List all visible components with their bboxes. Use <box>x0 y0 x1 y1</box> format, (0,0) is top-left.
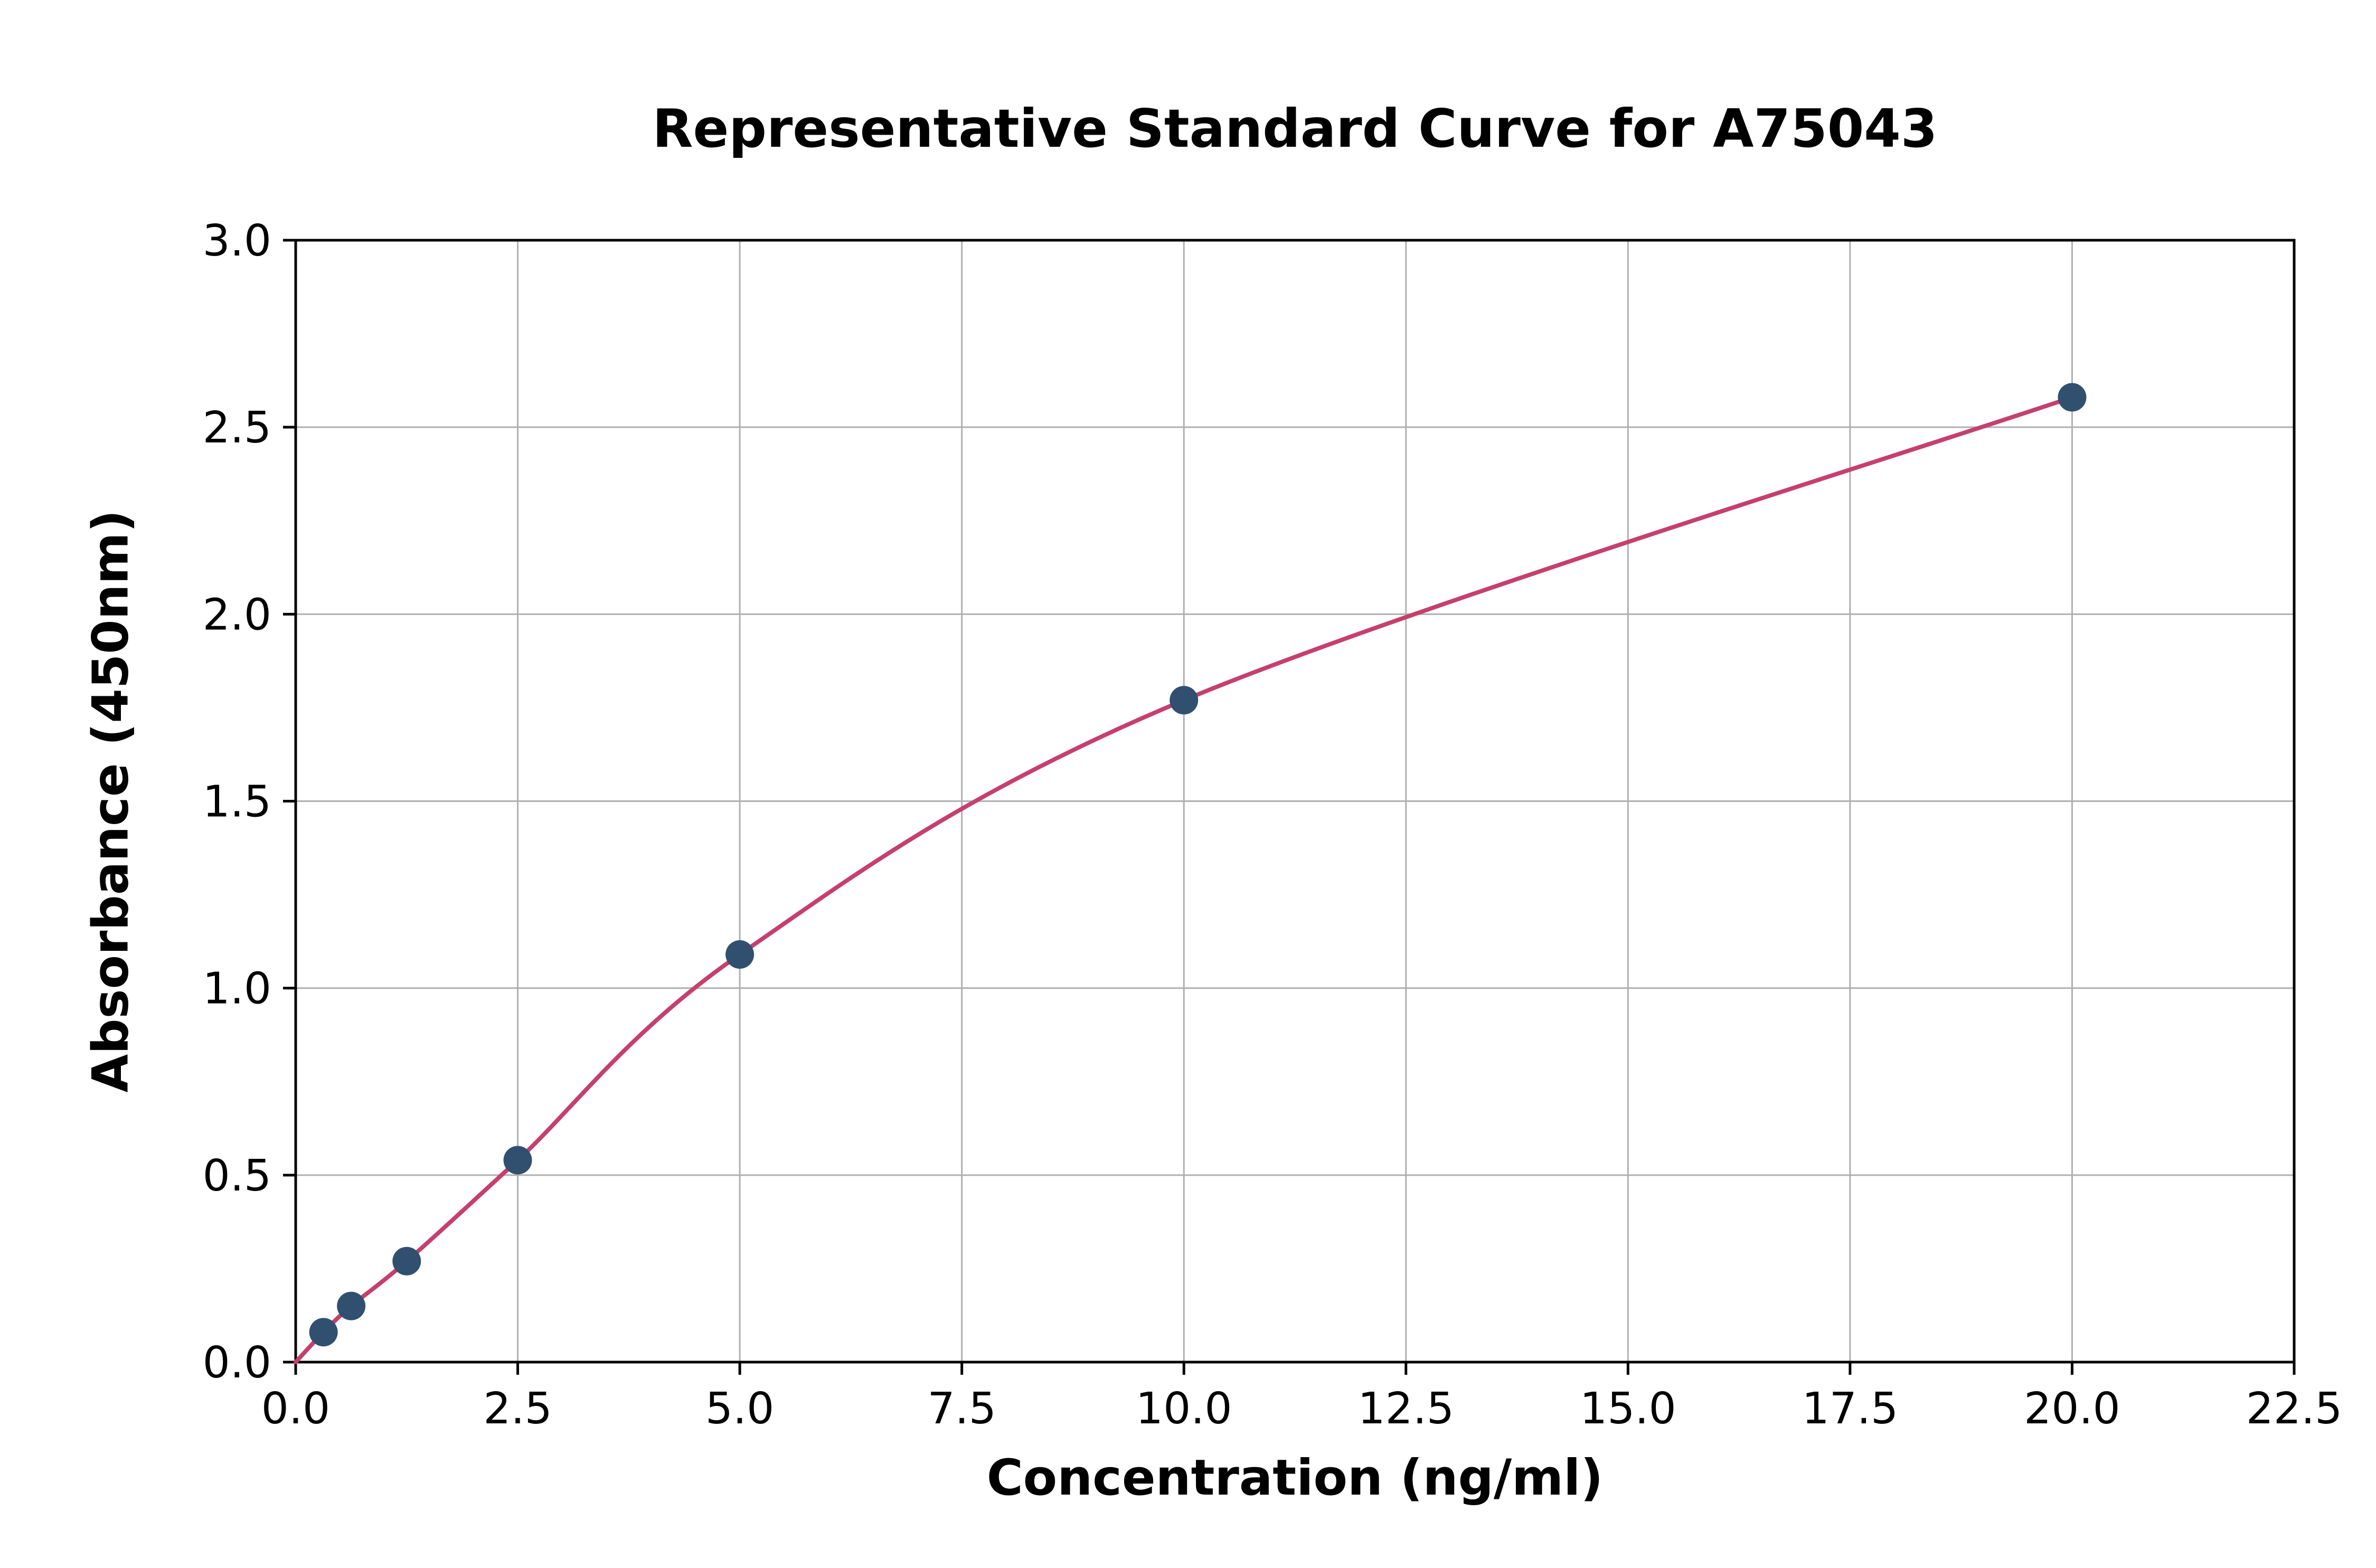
y-tick-label: 3.0 <box>203 216 271 266</box>
x-tick-label: 0.0 <box>261 1384 330 1434</box>
x-tick-label: 15.0 <box>1580 1384 1676 1434</box>
data-point <box>309 1318 338 1347</box>
x-axis-label: Concentration (ng/ml) <box>986 1449 1604 1507</box>
data-point <box>392 1246 421 1276</box>
y-axis-label-wrap: Absorbance (450nm) <box>63 240 158 1362</box>
x-tick-label: 17.5 <box>1802 1384 1899 1434</box>
x-tick-label: 10.0 <box>1136 1384 1232 1434</box>
y-tick-label: 1.5 <box>203 777 271 827</box>
x-tick-label: 2.5 <box>483 1384 552 1434</box>
data-point <box>337 1291 366 1320</box>
data-point <box>503 1146 532 1175</box>
y-tick-label: 2.5 <box>203 403 271 453</box>
data-point <box>725 940 755 969</box>
data-point <box>1170 686 1199 715</box>
data-point <box>2058 383 2087 412</box>
x-tick-label: 20.0 <box>2024 1384 2120 1434</box>
x-tick-label: 12.5 <box>1357 1384 1454 1434</box>
y-tick-label: 2.0 <box>203 590 271 640</box>
y-tick-label: 0.0 <box>203 1338 271 1388</box>
x-tick-label: 7.5 <box>927 1384 996 1434</box>
x-tick-label: 5.0 <box>705 1384 774 1434</box>
y-tick-label: 0.5 <box>203 1151 271 1201</box>
y-tick-label: 1.0 <box>203 964 271 1014</box>
chart-title: Representative Standard Curve for A75043 <box>652 98 1938 159</box>
x-tick-label: 22.5 <box>2246 1384 2343 1434</box>
y-axis-label: Absorbance (450nm) <box>82 509 140 1093</box>
